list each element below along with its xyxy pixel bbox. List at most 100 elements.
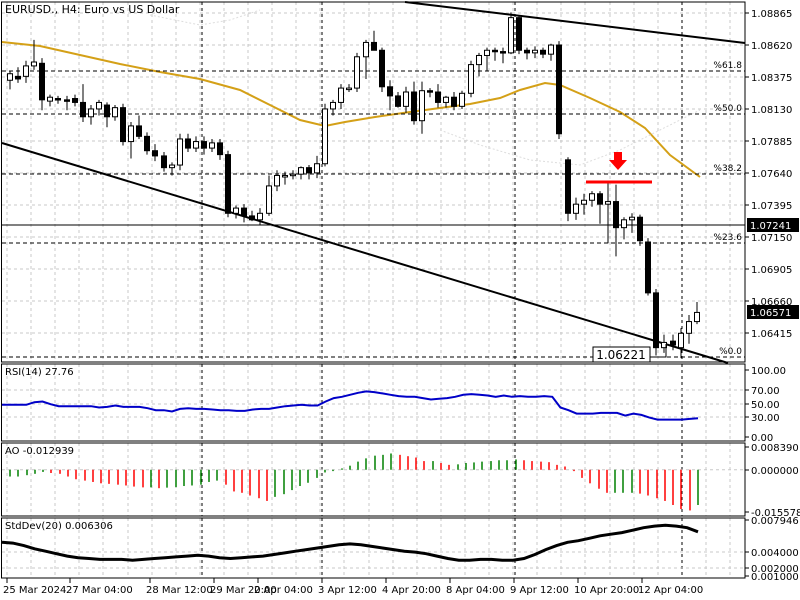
bear-candle — [387, 86, 393, 97]
price-axis-label: 1.08620 — [751, 41, 792, 52]
bull-candle — [573, 203, 579, 214]
bull-candle — [581, 199, 587, 205]
time-axis-label: 10 Apr 20:00 — [574, 585, 639, 596]
bear-candle — [249, 215, 255, 221]
bull-candle — [169, 164, 175, 169]
ao-axis-label: 0.008390 — [751, 443, 799, 454]
bull-candle — [605, 201, 611, 205]
bear-candle — [371, 41, 377, 51]
rsi-axis-label: 30.00 — [751, 413, 780, 424]
bear-candle — [185, 138, 191, 149]
time-axis-label: 8 Apr 04:00 — [446, 585, 505, 596]
bear-candle — [55, 98, 61, 101]
bull-candle — [330, 101, 336, 110]
bull-candle — [209, 142, 215, 149]
bull-candle — [476, 54, 482, 66]
bear-candle — [565, 159, 571, 214]
bear-candle — [201, 141, 207, 149]
stddev-axis-label: 0.007946 — [751, 516, 799, 527]
bull-candle — [338, 87, 344, 103]
chart-title: EURUSD., H4: Euro vs US Dollar — [5, 3, 180, 16]
price-axis-label: 1.08375 — [751, 73, 792, 84]
axes: 1.08865 1.08620 1.08375 1.08130 1.07885 1.076… — [3, 9, 800, 596]
bull-candle — [589, 193, 595, 201]
stddev-line — [1, 523, 699, 562]
bull-candle — [468, 64, 474, 94]
price-axis-label: 1.07885 — [751, 137, 792, 148]
time-axis-label: 12 Apr 04:00 — [638, 585, 703, 596]
hline-price-tag-bg — [747, 218, 799, 232]
bear-candle — [645, 241, 651, 294]
bear-candle — [161, 155, 167, 169]
time-axis-label: 4 Apr 20:00 — [382, 585, 441, 596]
cloud-outline — [149, 9, 261, 26]
price-axis-label: 1.07395 — [751, 201, 792, 212]
bull-candle — [322, 108, 328, 165]
time-axis-label: 29 Mar 20:00 — [210, 585, 277, 596]
bull-candle — [274, 174, 280, 187]
annotations: 1.06221 — [586, 152, 667, 363]
stddev-axis-label: 0.002000 — [751, 564, 799, 575]
bull-candle — [233, 207, 239, 214]
bear-candle — [395, 95, 401, 107]
low-connector — [650, 344, 667, 358]
bear-candle — [637, 216, 643, 242]
bull-candle — [694, 311, 700, 323]
bull-candle — [23, 65, 29, 77]
bull-candle — [96, 101, 102, 110]
bull-candle — [548, 44, 554, 55]
bull-candle — [282, 174, 288, 178]
ao-label: AO -0.012939 — [5, 446, 75, 457]
bear-candle — [72, 98, 78, 103]
bull-candle — [419, 90, 425, 122]
bear-candle — [427, 90, 433, 93]
ao-axis-label: 0.000000 — [751, 466, 799, 477]
bear-candle — [104, 104, 110, 118]
bull-candle — [532, 49, 538, 54]
bull-candle — [177, 138, 183, 166]
rsi-axis-label: 70.00 — [751, 386, 780, 397]
panel-frames — [1, 1, 746, 579]
fib-label: %50.0 — [713, 104, 742, 114]
bull-candle — [346, 87, 352, 91]
fib-label: %23.6 — [713, 233, 742, 243]
bear-candle — [670, 340, 676, 346]
fib-label: %0.0 — [719, 347, 742, 357]
bear-candle — [152, 150, 158, 157]
indicator-panels — [1, 389, 745, 569]
bull-candle — [484, 49, 490, 56]
bear-candle — [136, 125, 142, 137]
upper-trendline — [404, 1, 746, 44]
cloud-outline — [439, 109, 701, 166]
bull-candle — [31, 61, 37, 67]
trendlines — [1, 1, 746, 364]
down-arrow-icon — [609, 152, 627, 170]
price-axis-label: 1.08865 — [751, 9, 792, 20]
bull-candle — [443, 96, 449, 103]
bear-candle — [524, 49, 530, 54]
bear-candle — [15, 75, 21, 80]
bull-candle — [112, 107, 118, 118]
bull-candle — [128, 125, 134, 143]
bull-candle — [403, 91, 409, 107]
time-axis-label: 3 Apr 12:00 — [318, 585, 377, 596]
price-axis-label: 1.07150 — [751, 233, 792, 244]
bear-candle — [80, 101, 86, 118]
bear-candle — [64, 99, 70, 102]
bear-candle — [225, 154, 231, 214]
current-price-tag: 1.06571 — [750, 308, 791, 319]
time-axis-label: 28 Mar 12:00 — [146, 585, 213, 596]
stddev-label: StdDev(20) 0.006306 — [5, 521, 113, 532]
stddev-axis-label: 0.001000 — [751, 572, 799, 583]
price-axis-label: 1.06905 — [751, 265, 792, 276]
bull-candle — [678, 332, 684, 349]
fib-label: %38.2 — [713, 164, 742, 174]
bear-candle — [613, 201, 619, 229]
current-price-tag-bg — [747, 305, 799, 319]
main-grid — [2, 2, 745, 578]
bull-candle — [459, 92, 465, 107]
time-axis-label: 27 Mar 04:00 — [66, 585, 133, 596]
moving-average-line — [1, 9, 701, 178]
rsi-axis-label: 50.00 — [751, 400, 780, 411]
